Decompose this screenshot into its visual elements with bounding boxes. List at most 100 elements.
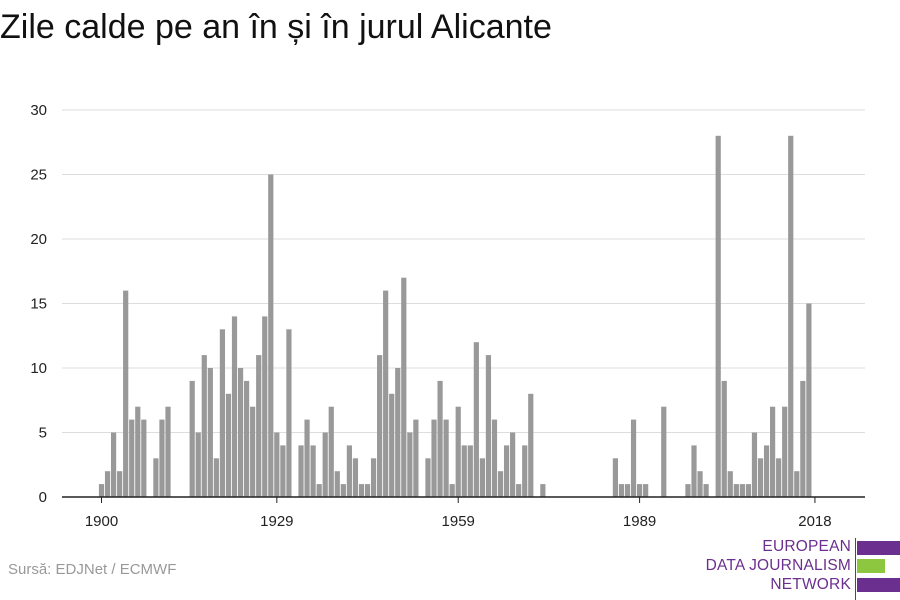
bar-2017 [806, 303, 812, 497]
bar-1947 [383, 290, 389, 497]
bar-1939 [334, 471, 340, 497]
bar-1961 [467, 445, 473, 497]
x-tick-label-2018: 2018 [798, 513, 831, 530]
bar-1967 [503, 445, 510, 497]
bar-1956 [437, 380, 443, 497]
y-tick-label-30: 30 [30, 102, 47, 119]
bar-1944 [364, 484, 371, 497]
bar-1936 [316, 484, 322, 497]
bar-1933 [298, 445, 304, 497]
x-tick-label-1929: 1929 [260, 513, 293, 530]
bar-1907 [141, 419, 147, 497]
bar-1916 [195, 432, 201, 497]
bar-2003 [721, 380, 727, 497]
bar-1911 [165, 406, 171, 497]
x-tick-label-1989: 1989 [623, 513, 656, 530]
bar-1915 [189, 380, 195, 497]
bar-1909 [153, 458, 159, 497]
bar-2016 [800, 380, 806, 497]
bar-1948 [389, 393, 395, 497]
bar-1968 [510, 432, 516, 497]
bar-1903 [117, 471, 123, 497]
bar-2009 [757, 458, 764, 497]
bar-1970 [522, 445, 528, 497]
bar-1963 [479, 458, 485, 497]
bar-1943 [358, 484, 365, 497]
bar-1925 [250, 406, 256, 497]
logo-bar-2 [857, 559, 885, 573]
bar-1920 [219, 329, 226, 497]
logo-bar-3 [857, 578, 900, 592]
bar-1986 [618, 484, 625, 497]
edjnet-logo: EUROPEAN DATA JOURNALISM NETWORK [700, 538, 900, 600]
x-tick-label-1900: 1900 [85, 513, 118, 530]
bar-2000 [703, 484, 709, 497]
bar-1985 [612, 458, 619, 497]
bar-1989 [636, 484, 643, 497]
bar-2006 [739, 484, 745, 497]
bar-1900 [98, 484, 105, 497]
y-tick-label-10: 10 [30, 360, 47, 377]
logo-bar-1 [857, 541, 900, 555]
bar-1924 [244, 380, 250, 497]
bar-1921 [225, 393, 232, 497]
bar-1993 [661, 406, 667, 497]
bar-2015 [794, 471, 800, 497]
bar-1934 [304, 419, 310, 497]
bar-2002 [715, 135, 721, 498]
bar-1923 [237, 368, 244, 497]
bar-1997 [685, 484, 691, 497]
bar-1958 [449, 484, 455, 497]
bar-1931 [286, 329, 292, 497]
bar-1950 [401, 277, 407, 497]
bar-1964 [485, 355, 492, 497]
bar-1957 [443, 419, 449, 497]
y-tick-label-0: 0 [39, 489, 47, 506]
bar-2007 [745, 484, 752, 497]
bar-1946 [377, 355, 383, 497]
bar-1959 [455, 406, 461, 497]
bar-2012 [776, 458, 782, 497]
bar-1988 [630, 419, 637, 497]
bar-2011 [770, 406, 776, 497]
bar-1998 [691, 445, 697, 497]
bar-1910 [159, 419, 165, 497]
bar-1935 [310, 445, 316, 497]
bar-1927 [262, 316, 268, 497]
bar-1952 [413, 419, 419, 497]
bar-2004 [727, 471, 733, 497]
bar-2008 [751, 432, 758, 497]
logo-line-2: DATA JOURNALISM [705, 557, 851, 574]
bar-1901 [104, 471, 111, 497]
y-tick-label-25: 25 [30, 167, 47, 184]
bar-1966 [497, 471, 504, 497]
bar-1987 [624, 484, 631, 497]
bar-1904 [123, 290, 129, 497]
bar-1930 [280, 445, 286, 497]
bar-1973 [540, 484, 546, 497]
bar-1926 [256, 355, 262, 497]
chart-title: Zile calde pe an în și în jurul Alicante [0, 8, 552, 46]
bar-1960 [461, 445, 467, 497]
bar-1929 [274, 432, 280, 497]
bar-1940 [340, 484, 346, 497]
bar-1917 [201, 355, 207, 497]
bar-1941 [346, 445, 352, 497]
bar-1905 [129, 419, 135, 497]
bar-2010 [763, 445, 770, 497]
bar-1951 [407, 432, 413, 497]
bar-1906 [135, 406, 141, 497]
logo-divider [855, 538, 856, 600]
bar-1965 [491, 419, 498, 497]
bar-1928 [268, 174, 274, 497]
bar-1999 [697, 471, 703, 497]
bar-1954 [425, 458, 431, 497]
bar-1962 [473, 342, 479, 497]
bar-1918 [207, 368, 213, 497]
bar-1969 [516, 484, 522, 497]
bar-1955 [431, 419, 437, 497]
bar-1942 [352, 458, 359, 497]
bar-1949 [395, 368, 401, 497]
source-note: Sursă: EDJNet / ECMWF [8, 561, 177, 578]
